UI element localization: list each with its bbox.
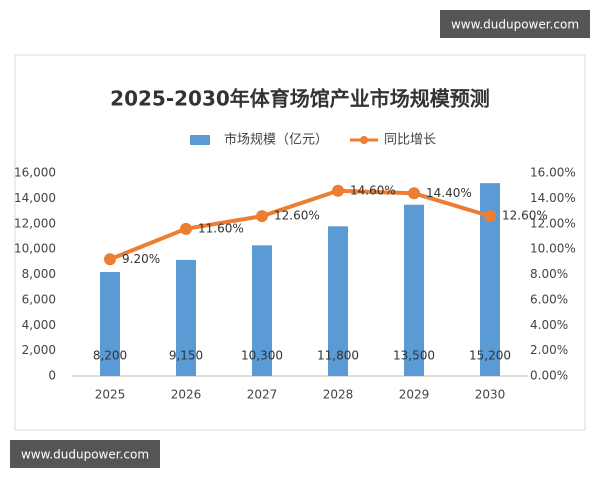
bar	[328, 226, 348, 376]
line-value-label: 12.60%	[502, 209, 548, 223]
y-tick-label: 16,000	[14, 166, 56, 180]
legend-label: 市场规模（亿元）	[224, 132, 328, 148]
y-tick-label: 14,000	[14, 191, 56, 205]
y2-tick-label: 6.00%	[530, 292, 568, 306]
site-badge	[10, 440, 160, 468]
x-tick-label: 2030	[475, 388, 506, 402]
bar	[480, 183, 500, 376]
bar-value-label: 10,300	[241, 349, 283, 363]
y-tick-label: 6,000	[22, 292, 56, 306]
line-marker	[408, 187, 420, 200]
bar	[176, 259, 196, 376]
bar	[404, 204, 424, 376]
y2-tick-label: 2.00%	[530, 343, 568, 357]
legend-label: 同比增长	[384, 133, 436, 148]
line-value-label: 9.20%	[122, 252, 160, 266]
y-tick-label: 0	[48, 369, 56, 383]
line-value-label: 14.60%	[350, 183, 396, 197]
legend-swatch	[190, 135, 210, 145]
site-badge	[440, 10, 590, 38]
y2-tick-label: 14.00%	[530, 191, 576, 205]
bar-value-label: 8,200	[93, 349, 127, 363]
bar-value-label: 15,200	[469, 349, 511, 363]
y2-tick-label: 10.00%	[530, 242, 576, 256]
bar	[100, 271, 120, 376]
bar-value-label: 11,800	[317, 349, 359, 363]
y2-tick-label: 8.00%	[530, 267, 568, 281]
y2-tick-label: 12.00%	[530, 216, 576, 230]
line-value-label: 12.60%	[274, 209, 320, 223]
site-text: www.dudupower.com	[451, 18, 579, 32]
x-tick-label: 2025	[95, 388, 126, 402]
bar	[252, 245, 272, 376]
line	[109, 188, 491, 262]
site-text: www.dudupower.com	[21, 448, 149, 462]
y-tick-label: 2,000	[22, 343, 56, 357]
line-marker	[484, 210, 496, 223]
y2-tick-label: 16.00%	[530, 166, 576, 180]
y2-tick-label: 0.00%	[530, 369, 568, 383]
x-tick-label: 2028	[323, 388, 354, 402]
y-tick-label: 10,000	[14, 242, 56, 256]
line-value-label: 11.60%	[198, 221, 244, 235]
y-tick-label: 8,000	[22, 267, 56, 281]
x-tick-label: 2026	[171, 388, 202, 402]
bar-value-label: 9,150	[169, 349, 203, 363]
y-tick-label: 12,000	[14, 216, 56, 230]
line-marker	[332, 184, 344, 197]
y2-tick-label: 4.00%	[530, 318, 568, 332]
x-tick-label: 2029	[399, 388, 430, 402]
line-marker	[256, 210, 268, 223]
line-marker	[180, 222, 192, 235]
line-marker	[104, 253, 116, 266]
legend-swatch	[360, 136, 368, 144]
bar-value-label: 13,500	[393, 349, 435, 363]
x-tick-label: 2027	[247, 388, 278, 402]
line-value-label: 14.40%	[426, 186, 472, 200]
chart-title: 2025-2030年体育场馆产业市场规模预测	[110, 87, 490, 111]
y-tick-label: 4,000	[22, 318, 56, 332]
